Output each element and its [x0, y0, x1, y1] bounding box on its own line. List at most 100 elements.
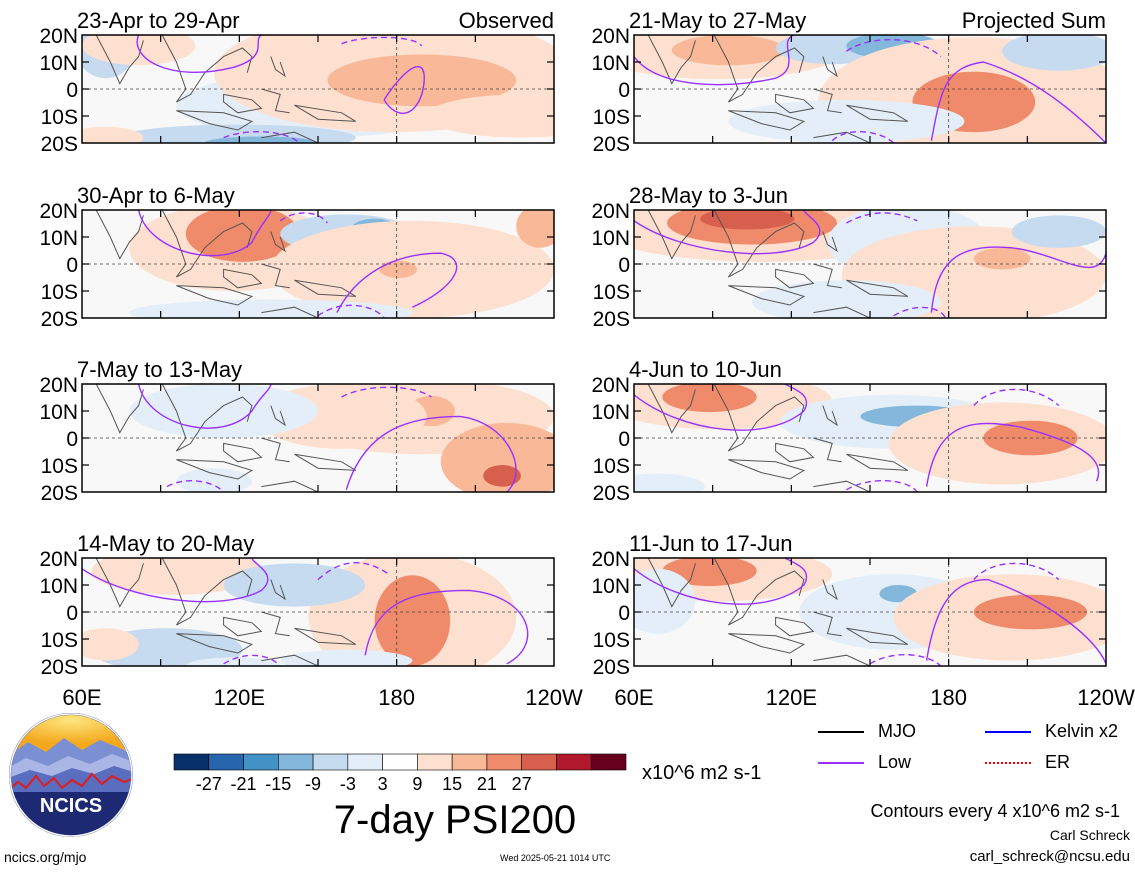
- low-contour: [634, 558, 807, 605]
- land-outline: [223, 93, 263, 114]
- colorbar-segment: [243, 753, 279, 771]
- colorbar-segment: [208, 753, 244, 771]
- y-tick-label: 10S: [593, 281, 630, 304]
- land-outline: [161, 558, 253, 626]
- ncics-logo: NCICS: [9, 713, 133, 837]
- timestamp: Wed 2025-05-21 1014 UTC: [500, 853, 611, 863]
- land-outline: [223, 442, 263, 463]
- low-contour: [136, 35, 262, 73]
- author-name: Carl Schreck: [1049, 827, 1130, 843]
- land-outline: [176, 459, 254, 480]
- land-outline: [846, 453, 909, 471]
- site-url: ncics.org/mjo: [4, 849, 87, 865]
- land-outline: [822, 405, 838, 427]
- anomaly-shading: [374, 575, 451, 666]
- y-tick-label: 20N: [591, 25, 630, 48]
- y-tick-label: 10S: [41, 281, 78, 304]
- land-outline: [647, 384, 696, 434]
- anomaly-shading: [662, 384, 757, 413]
- land-outline: [261, 88, 290, 114]
- y-tick-label: 20N: [591, 374, 630, 397]
- colorbar-segment: [521, 753, 557, 771]
- colorbar-segment: [417, 753, 453, 771]
- land-outline: [261, 306, 319, 318]
- y-tick-label: 10S: [41, 629, 78, 652]
- land-outline: [270, 405, 286, 427]
- y-tick-label: 10N: [591, 227, 630, 250]
- y-tick-label: 0: [618, 79, 630, 102]
- low-contour: [930, 246, 1106, 313]
- panel-title: 28-May to 3-Jun: [629, 183, 788, 208]
- legend-er-label: ER: [1045, 752, 1071, 772]
- colorbar-tick-label: -9: [305, 774, 322, 794]
- colorbar-segment: [451, 753, 488, 771]
- anomaly-shading: [82, 628, 139, 661]
- low-contour-negative: [279, 212, 328, 224]
- colorbar-units: x10^6 m2 s-1: [642, 762, 762, 784]
- anomaly-shading: [185, 657, 281, 666]
- land-outline: [261, 263, 290, 289]
- land-outline: [176, 110, 254, 131]
- low-contour-negative: [341, 386, 432, 398]
- anomaly-shading: [728, 99, 965, 143]
- x-tick-label: 60E: [62, 685, 101, 710]
- land-outline: [813, 306, 871, 318]
- low-contour: [336, 252, 458, 313]
- low-contour: [383, 66, 425, 114]
- land-outline: [176, 285, 254, 306]
- land-outline: [713, 210, 805, 278]
- y-tick-label: 20S: [593, 308, 630, 331]
- colorbar-tick-label: 21: [476, 774, 497, 794]
- panel-title: 21-May to 27-May: [629, 8, 806, 33]
- x-tick-label: 180: [930, 685, 967, 710]
- low-contour: [634, 210, 821, 255]
- panel-title: 14-May to 20-May: [77, 531, 254, 556]
- y-tick-label: 10S: [593, 455, 630, 478]
- x-tick-label: 120E: [766, 685, 817, 710]
- y-tick-label: 0: [618, 602, 630, 625]
- land-outline: [822, 231, 838, 253]
- low-contour: [137, 210, 272, 257]
- y-tick-label: 0: [66, 254, 78, 277]
- land-outline: [728, 110, 806, 131]
- land-outline: [813, 480, 871, 492]
- land-outline: [813, 437, 842, 463]
- low-contour-negative: [973, 388, 1060, 407]
- y-tick-label: 10N: [39, 52, 78, 75]
- land-outline: [223, 268, 263, 289]
- land-outline: [813, 88, 842, 114]
- colorbar-segment: [312, 753, 349, 771]
- legend-mjo-label: MJO: [878, 721, 916, 741]
- colorbar-segment: [278, 753, 314, 771]
- y-tick-label: 20S: [41, 308, 78, 331]
- colorbar-tick-label: 27: [511, 774, 532, 794]
- anomaly-shading: [426, 94, 554, 138]
- low-contour: [925, 422, 1100, 487]
- low-contour-negative: [223, 654, 281, 666]
- y-tick-label: 10S: [41, 106, 78, 129]
- colorbar-segment: [173, 753, 210, 771]
- land-outline: [822, 56, 838, 78]
- anomaly-shading: [1011, 215, 1106, 248]
- land-outline: [161, 35, 253, 103]
- y-tick-label: 20N: [39, 548, 78, 571]
- colorbar-tick-label: 3: [377, 774, 388, 794]
- psi200-panel-grid: 23-Apr to 29-Apr Observed20N10N010S20S21-…: [39, 8, 1134, 710]
- anomaly-shading: [204, 136, 318, 143]
- colorbar-tick-label: 9: [412, 774, 423, 794]
- land-outline: [95, 558, 144, 608]
- y-tick-label: 0: [66, 428, 78, 451]
- land-outline: [261, 437, 290, 463]
- colorbar-tick-label: -21: [230, 774, 257, 794]
- low-contour: [930, 61, 1106, 143]
- land-outline: [95, 384, 144, 434]
- anomaly-shading: [440, 422, 554, 492]
- low-contour-negative: [846, 38, 942, 58]
- anomaly-shading: [973, 247, 1031, 270]
- y-tick-label: 10N: [39, 227, 78, 250]
- panel-tag: Projected Sum: [962, 8, 1106, 33]
- low-contour-negative: [846, 480, 918, 492]
- land-outline: [223, 616, 263, 637]
